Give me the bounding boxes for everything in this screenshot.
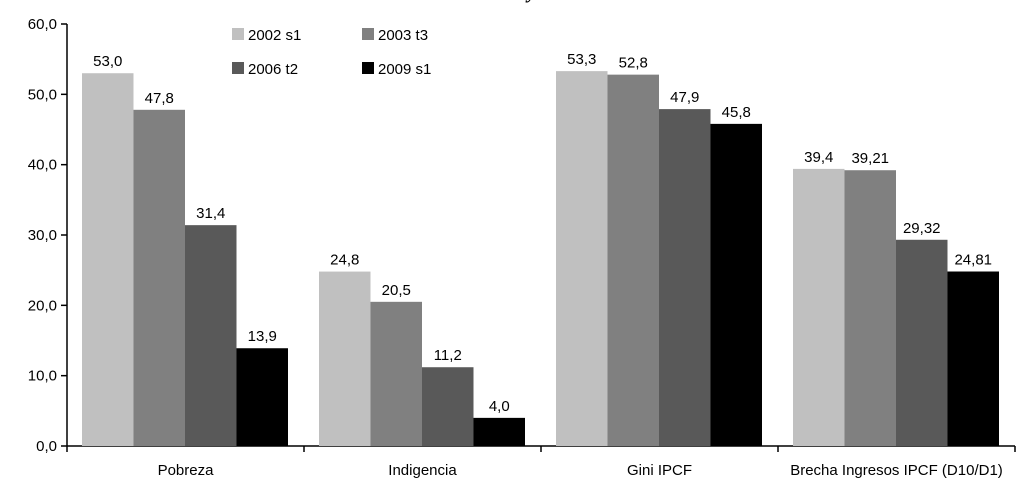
category-label: Brecha Ingresos IPCF (D10/D1) bbox=[790, 462, 1003, 479]
y-tick-label: 60,0 bbox=[28, 16, 57, 33]
bar bbox=[607, 74, 659, 446]
bar bbox=[185, 225, 237, 446]
y-tick-label: 30,0 bbox=[28, 227, 57, 244]
y-axis: 0,0 10,0 20,0 30,0 40,0 50,0 60,0 bbox=[28, 16, 68, 455]
bar bbox=[896, 239, 948, 446]
data-label: 24,8 bbox=[330, 252, 359, 269]
category-labels: Pobreza Indigencia Gini IPCF Brecha Ingreso… bbox=[158, 462, 1003, 479]
data-label: 13,9 bbox=[248, 328, 277, 345]
data-labels: 53,0 47,8 31,4 13,9 24,8 20,5 11,2 4,0 53,3 52,8 4… bbox=[93, 51, 992, 415]
data-label: 29,32 bbox=[903, 220, 941, 237]
bar bbox=[556, 71, 608, 446]
legend-label: 2009 s1 bbox=[378, 61, 431, 78]
data-label: 47,8 bbox=[145, 90, 174, 107]
bar bbox=[659, 109, 711, 446]
data-label: 47,9 bbox=[670, 89, 699, 106]
y-tick-label: 0,0 bbox=[36, 438, 57, 455]
data-label: 53,0 bbox=[93, 53, 122, 70]
data-label: 24,81 bbox=[954, 252, 992, 269]
data-label: 20,5 bbox=[382, 282, 411, 299]
legend-swatch bbox=[362, 62, 374, 74]
bar bbox=[473, 417, 525, 446]
legend-label: 2003 t3 bbox=[378, 27, 428, 44]
chart-title: y bbox=[526, 0, 537, 3]
y-tick-label: 40,0 bbox=[28, 157, 57, 174]
bar bbox=[82, 73, 134, 446]
legend-label: 2002 s1 bbox=[248, 27, 301, 44]
bar bbox=[236, 348, 288, 446]
bar bbox=[710, 123, 762, 446]
y-tick-label: 10,0 bbox=[28, 368, 57, 385]
category-label: Gini IPCF bbox=[627, 462, 692, 479]
data-label: 45,8 bbox=[722, 104, 751, 121]
x-axis bbox=[66, 445, 1016, 452]
data-label: 39,4 bbox=[804, 149, 833, 166]
y-tick-label: 50,0 bbox=[28, 86, 57, 103]
bar bbox=[422, 367, 474, 446]
y-tick-label: 20,0 bbox=[28, 297, 57, 314]
bars bbox=[82, 71, 999, 447]
legend-label: 2006 t2 bbox=[248, 61, 298, 78]
bar bbox=[370, 301, 422, 446]
bar bbox=[133, 109, 185, 446]
legend: 2002 s1 2003 t3 2006 t2 2009 s1 bbox=[232, 27, 431, 78]
data-label: 11,2 bbox=[434, 347, 462, 364]
data-label: 4,0 bbox=[489, 398, 510, 415]
legend-swatch bbox=[232, 28, 244, 40]
bar bbox=[947, 271, 999, 446]
bar bbox=[319, 271, 371, 446]
bar bbox=[844, 170, 896, 446]
legend-swatch bbox=[362, 28, 374, 40]
data-label: 53,3 bbox=[567, 51, 596, 68]
data-label: 39,21 bbox=[851, 150, 889, 167]
category-label: Pobreza bbox=[158, 462, 215, 479]
legend-swatch bbox=[232, 62, 244, 74]
category-label: Indigencia bbox=[388, 462, 457, 479]
data-label: 31,4 bbox=[196, 205, 225, 222]
data-label: 52,8 bbox=[619, 55, 648, 72]
bar bbox=[793, 168, 845, 447]
